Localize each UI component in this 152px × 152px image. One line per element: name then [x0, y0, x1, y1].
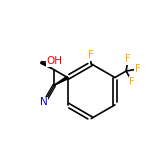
- Text: OH: OH: [46, 56, 62, 66]
- Text: F: F: [88, 50, 93, 60]
- Text: F: F: [135, 64, 141, 74]
- Text: N: N: [40, 97, 48, 107]
- Text: F: F: [129, 77, 135, 87]
- Polygon shape: [41, 61, 54, 70]
- Text: F: F: [125, 54, 131, 64]
- Polygon shape: [54, 76, 68, 85]
